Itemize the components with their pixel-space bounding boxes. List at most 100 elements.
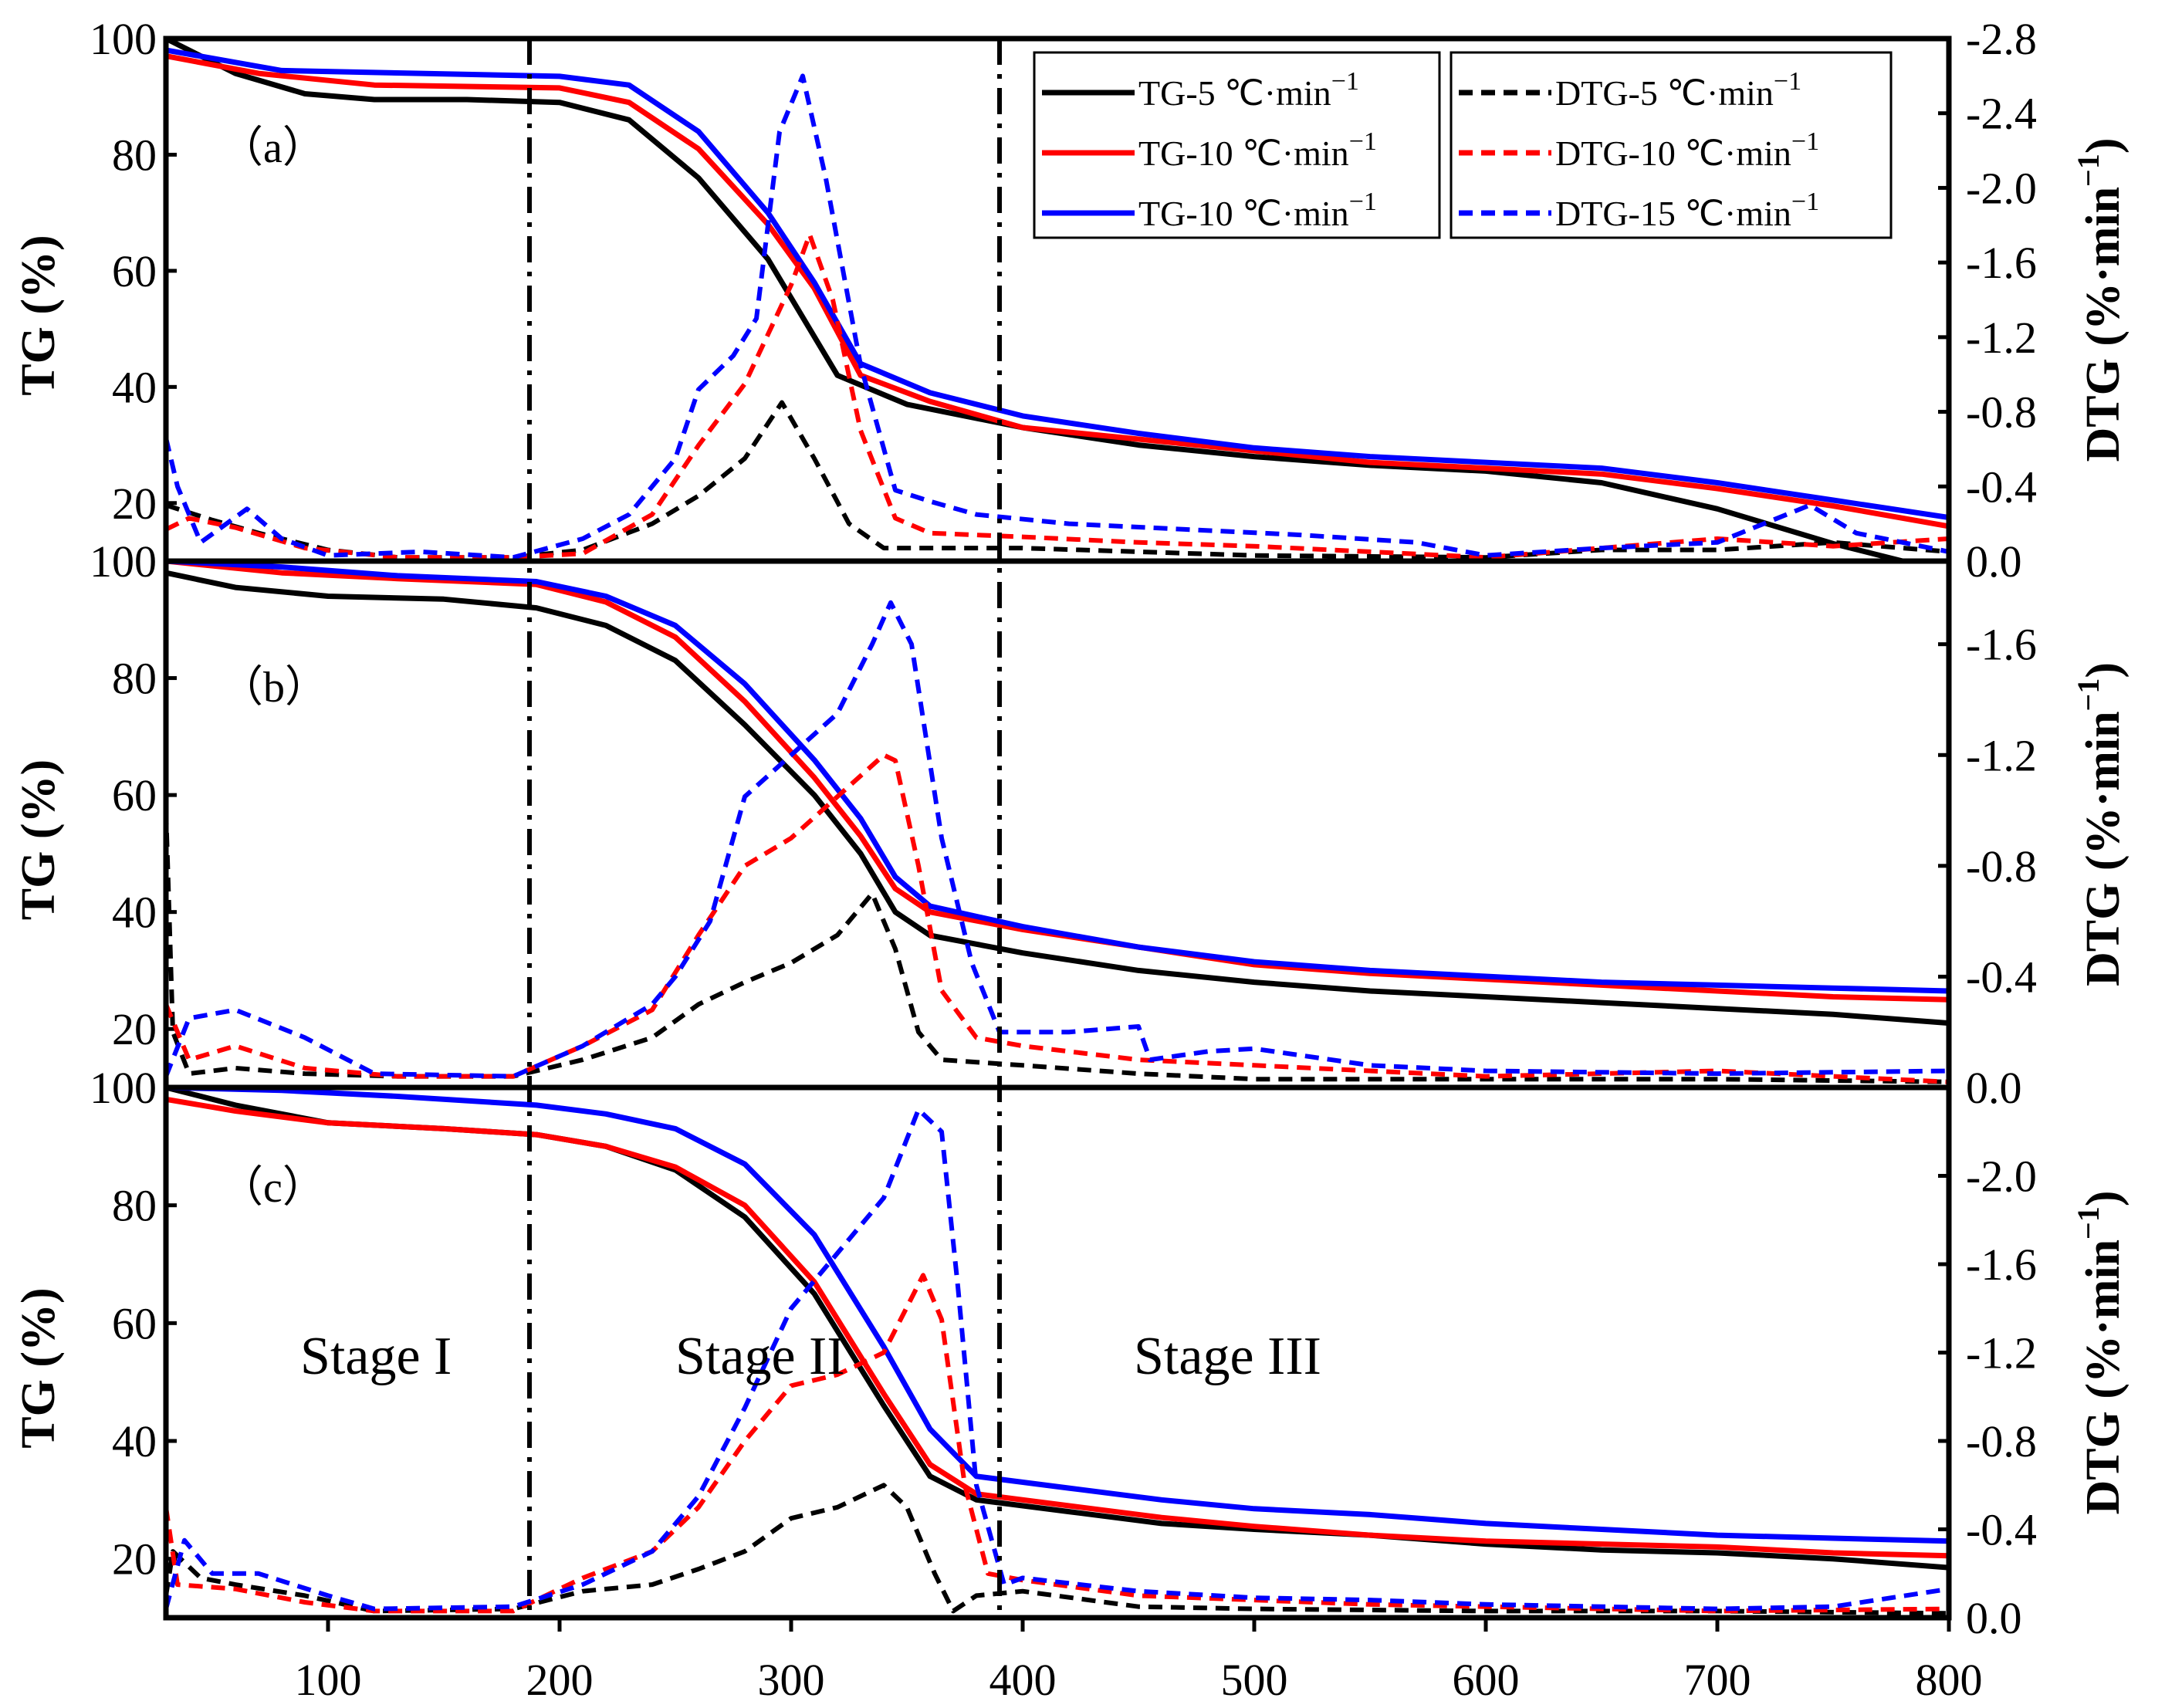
tg-line-15 bbox=[166, 1087, 1949, 1544]
dtg-axis-title: DTG (%·min−1) bbox=[2071, 662, 2129, 986]
legend-entry-sup: −1 bbox=[1331, 67, 1359, 96]
tg-tick-label: 80 bbox=[112, 654, 157, 704]
legend-entry-label: DTG-5 ℃·min bbox=[1555, 73, 1774, 113]
panels: 20 40 60 80 100 0.0 -0.4 -0.8 -1.2 -1.6 -2.0 -2.4 -2… bbox=[12, 14, 2129, 1643]
x-axis: 100 200 300 400 500 600 700 800 bbox=[295, 1618, 1983, 1705]
panel-label: （b） bbox=[220, 664, 328, 712]
legend-entry-sup: −1 bbox=[1349, 127, 1377, 156]
legend-entry-sup: −1 bbox=[1791, 188, 1819, 216]
dtg-axis-title-sup: −1 bbox=[2071, 154, 2106, 187]
tg-axis-title: TG (%) bbox=[12, 1287, 65, 1448]
legend-entry: TG-10 ℃·min−1 bbox=[1138, 188, 1377, 233]
tg-tick-label: 60 bbox=[112, 246, 157, 296]
tg-tick-label: 100 bbox=[90, 1063, 157, 1113]
dtg-tick-label: 0.0 bbox=[1966, 1063, 2022, 1113]
tg-tick-label: 80 bbox=[112, 1181, 157, 1231]
tg-line-10 bbox=[166, 53, 1949, 529]
legend-entry: DTG-10 ℃·min−1 bbox=[1555, 127, 1819, 173]
dtg-tick-label: -1.6 bbox=[1966, 238, 2037, 288]
dtg-tick-label: -2.0 bbox=[1966, 1152, 2037, 1202]
dtg-line-15 bbox=[166, 1107, 1949, 1612]
dtg-axis-title-close: ) bbox=[2077, 1191, 2129, 1207]
x-tick-label: 200 bbox=[526, 1655, 594, 1705]
dtg-axis-title-sup: −1 bbox=[2071, 678, 2106, 712]
tg-tick-label: 20 bbox=[112, 1004, 157, 1054]
tg-line-15 bbox=[166, 561, 1949, 994]
tg-tick-label: 40 bbox=[112, 362, 157, 412]
x-tick-label: 800 bbox=[1916, 1655, 1983, 1705]
dtg-tick-label: -0.8 bbox=[1966, 1416, 2037, 1466]
plot-frame bbox=[163, 36, 1952, 1621]
dtg-axis-title: DTG (%·min−1) bbox=[2071, 138, 2129, 462]
dtg-axis-title: DTG (%·min−1) bbox=[2071, 1191, 2129, 1515]
tg-tick-label: 60 bbox=[112, 770, 157, 820]
dtg-tick-label: -0.8 bbox=[1966, 387, 2037, 438]
dtg-line-15 bbox=[166, 73, 1949, 560]
tg-tick-label: 40 bbox=[112, 1416, 157, 1466]
panel-b: 20 40 60 80 100 0.0 -0.4 -0.8 -1.2 -1.6 TG (%) DTG … bbox=[12, 536, 2129, 1113]
panel-series bbox=[166, 561, 1949, 1084]
tg-axis-title: TG (%) bbox=[12, 759, 65, 920]
dtg-tick-label: -1.6 bbox=[1966, 620, 2037, 670]
frame-border bbox=[163, 36, 1952, 1621]
tg-line-5 bbox=[166, 570, 1949, 1026]
tg-tick-label: 60 bbox=[112, 1298, 157, 1348]
dtg-line-5 bbox=[166, 810, 1949, 1084]
legend-entry: DTG-15 ℃·min−1 bbox=[1555, 188, 1819, 233]
stage-label: Stage I bbox=[300, 1327, 452, 1386]
dtg-axis-title-main: DTG (%·min bbox=[2077, 711, 2129, 986]
tg-tick-label: 20 bbox=[112, 479, 157, 529]
dtg-tick-label: 0.0 bbox=[1966, 1593, 2022, 1643]
x-tick-label: 500 bbox=[1221, 1655, 1288, 1705]
legend-entry-label: DTG-10 ℃·min bbox=[1555, 134, 1791, 173]
x-tick-label: 300 bbox=[758, 1655, 825, 1705]
legend-entry-sup: −1 bbox=[1774, 67, 1801, 96]
stage-label: Stage II bbox=[675, 1327, 845, 1386]
panel-label: （c） bbox=[220, 1164, 326, 1212]
dtg-tick-label: -0.8 bbox=[1966, 841, 2037, 891]
legend: TG-5 ℃·min−1TG-10 ℃·min−1TG-10 ℃·min−1DT… bbox=[1033, 51, 1893, 239]
panel-c: 20 40 60 80 100 0.0 -0.4 -0.8 -1.2 -1.6 -2.0 TG (%)… bbox=[12, 1063, 2129, 1643]
panel-label: （a） bbox=[220, 124, 326, 172]
legend-box bbox=[1450, 51, 1893, 239]
stage-labels: Stage I Stage II Stage III bbox=[300, 1327, 1321, 1386]
tg-line-15 bbox=[166, 47, 1949, 521]
tg-line-5 bbox=[166, 39, 1903, 561]
dtg-tick-label: -2.4 bbox=[1966, 89, 2037, 139]
legend-entry-sup: −1 bbox=[1791, 127, 1819, 156]
legend-entry: TG-10 ℃·min−1 bbox=[1138, 127, 1377, 173]
x-tick-label: 700 bbox=[1684, 1655, 1751, 1705]
dtg-tick-label: -1.2 bbox=[1966, 730, 2037, 780]
x-tick-label: 400 bbox=[989, 1655, 1057, 1705]
dtg-tick-label: -2.8 bbox=[1966, 14, 2037, 64]
dtg-tick-label: 0.0 bbox=[1966, 536, 2022, 587]
dtg-tick-label: -0.4 bbox=[1966, 952, 2037, 1002]
tg-line-10 bbox=[166, 561, 1949, 1003]
tg-tick-label: 80 bbox=[112, 130, 157, 180]
tg-axis-title: TG (%) bbox=[12, 235, 65, 395]
dtg-line-15 bbox=[166, 600, 1949, 1079]
dtg-line-5 bbox=[166, 1483, 1949, 1616]
legend-box bbox=[1033, 51, 1441, 239]
dtg-tick-label: -1.2 bbox=[1966, 313, 2037, 363]
dtg-axis-title-close: ) bbox=[2077, 662, 2129, 678]
dtg-line-10 bbox=[166, 753, 1949, 1084]
dtg-tick-label: -2.0 bbox=[1966, 163, 2037, 213]
legend-entry-label: TG-10 ℃·min bbox=[1138, 134, 1349, 173]
dtg-tick-label: -1.2 bbox=[1966, 1328, 2037, 1378]
legend-entry-label: TG-5 ℃·min bbox=[1138, 73, 1331, 113]
dtg-axis-title-main: DTG (%·min bbox=[2077, 187, 2129, 462]
x-tick-label: 600 bbox=[1453, 1655, 1520, 1705]
panel-series bbox=[166, 39, 1949, 561]
tg-tick-label: 40 bbox=[112, 888, 157, 938]
tg-tick-label: 20 bbox=[112, 1534, 157, 1585]
panel-series bbox=[166, 1087, 1949, 1616]
dtg-line-10 bbox=[166, 232, 1949, 560]
dtg-tick-label: -0.4 bbox=[1966, 462, 2037, 512]
dtg-axis-title-main: DTG (%·min bbox=[2077, 1240, 2129, 1515]
stage-label: Stage III bbox=[1134, 1327, 1321, 1386]
legend-entry: TG-5 ℃·min−1 bbox=[1138, 67, 1359, 113]
tg-line-10 bbox=[166, 1096, 1949, 1559]
dtg-tick-label: -1.6 bbox=[1966, 1240, 2037, 1290]
